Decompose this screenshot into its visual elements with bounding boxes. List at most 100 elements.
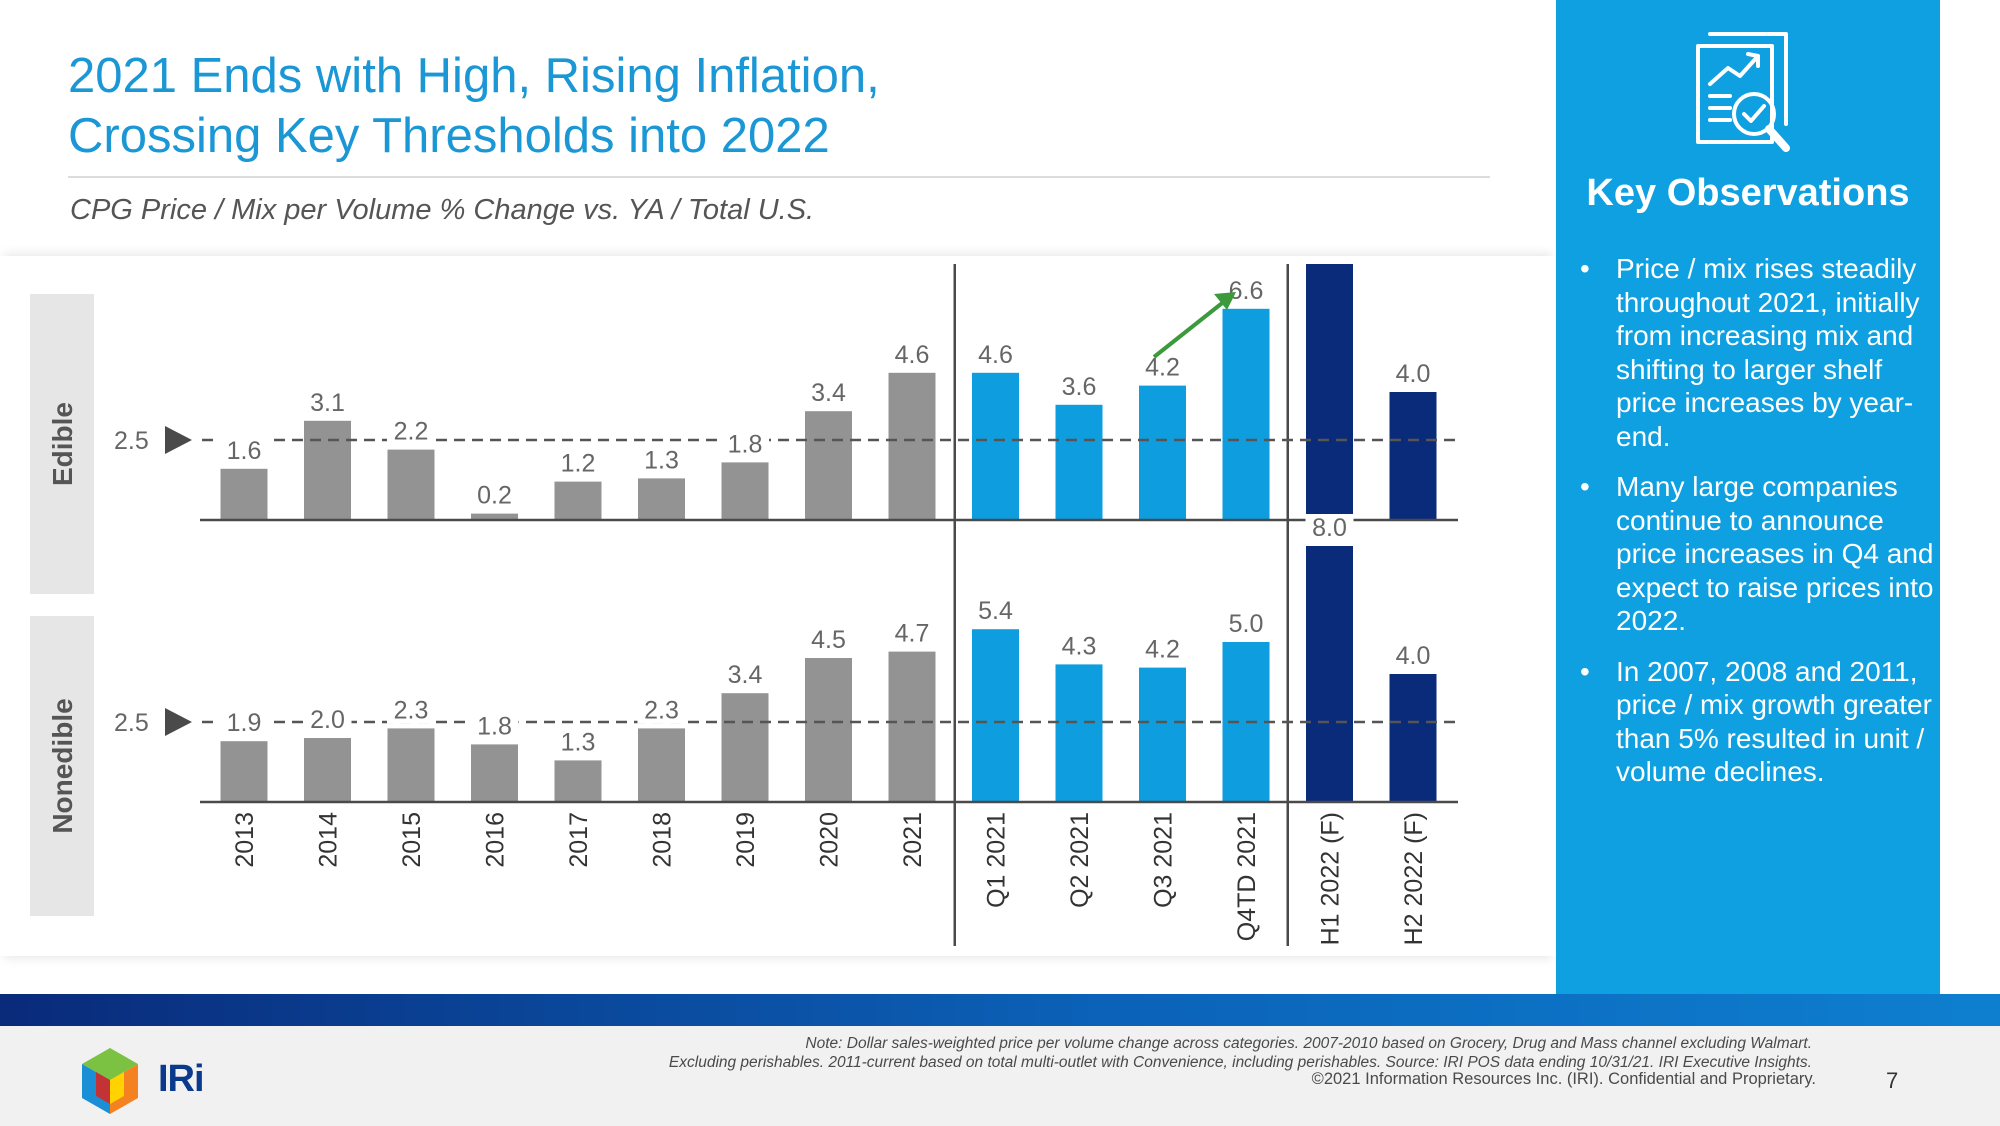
value-label: 4.2	[1145, 354, 1180, 382]
observation-item: • Many large companies continue to announ…	[1574, 470, 1934, 638]
value-label: 2.3	[394, 696, 429, 724]
bar-edible	[471, 513, 518, 520]
value-label: 2.0	[310, 706, 345, 734]
value-label: 3.4	[728, 661, 763, 689]
bar-edible	[554, 481, 602, 520]
value-label-knockout	[721, 661, 769, 689]
bar-nonedible	[638, 728, 685, 802]
value-label: 3.4	[811, 379, 846, 407]
bar-nonedible	[1139, 667, 1186, 802]
bullet: •	[1580, 253, 1590, 284]
value-label: 4.2	[1145, 636, 1180, 664]
value-label-knockout	[470, 712, 519, 740]
category-label: 2018	[649, 812, 677, 868]
footer	[0, 1026, 2000, 1126]
category-label: 2016	[482, 812, 510, 868]
category-label: H2 2022 (F)	[1400, 812, 1428, 945]
value-label: 4.0	[1396, 360, 1431, 388]
value-label-knockout	[1389, 360, 1437, 387]
bar-edible	[387, 449, 435, 520]
observation-item: • Price / mix rises steadily throughout 2…	[1574, 252, 1934, 453]
category-label: 2017	[565, 812, 593, 868]
category-label: Q1 2021	[983, 812, 1011, 908]
value-label-knockout	[554, 728, 602, 756]
value-label-knockout	[470, 481, 519, 509]
threshold-label: 2.5	[114, 709, 149, 737]
chart-subtitle: CPG Price / Mix per Volume % Change vs. …	[70, 194, 815, 226]
bar-edible	[888, 372, 936, 520]
value-label: 4.5	[811, 626, 846, 654]
value-label: 5.0	[1229, 610, 1264, 638]
panel-label-nonedible: Nonedible	[47, 698, 78, 833]
bar-edible	[1222, 308, 1270, 520]
title-line-2: Crossing Key Thresholds into 2022	[68, 109, 830, 163]
value-label-knockout	[1055, 632, 1103, 660]
category-label: 2020	[816, 812, 844, 868]
threshold-label: 2.5	[114, 427, 149, 455]
panel-title: Key Observations	[1586, 172, 1910, 214]
bar-edible	[304, 420, 351, 520]
title-line-1: 2021 Ends with High, Rising Inflation,	[68, 49, 880, 103]
value-label-knockout	[1222, 610, 1270, 637]
value-label: 5.4	[978, 597, 1013, 625]
footnote-line-1: Note: Dollar sales-weighted price per vo…	[805, 1035, 1812, 1052]
value-label-knockout	[387, 417, 435, 445]
title-divider	[68, 176, 1490, 178]
value-label-knockout	[554, 449, 602, 477]
threshold-arrow-icon	[165, 708, 192, 736]
value-label: 4.7	[895, 620, 930, 648]
value-label: 1.3	[561, 728, 596, 756]
value-label-knockout	[804, 379, 853, 407]
bar-edible	[1306, 264, 1353, 520]
bar-nonedible	[471, 744, 518, 802]
value-label-knockout	[637, 446, 686, 474]
value-label: 2.3	[644, 696, 679, 724]
copyright: ©2021 Information Resources Inc. (IRI). …	[1311, 1070, 1816, 1088]
bar-edible	[972, 372, 1019, 520]
bar-nonedible	[387, 728, 435, 802]
panel-label-edible: Edible	[47, 402, 78, 486]
bar-nonedible	[721, 693, 769, 802]
bar-edible	[1139, 385, 1186, 520]
observation-list: • Price / mix rises steadily throughout 2…	[1574, 252, 1934, 806]
category-label: Q2 2021	[1066, 812, 1094, 908]
panel-label-box	[30, 616, 94, 916]
footnote: Note: Dollar sales-weighted price per vo…	[400, 1034, 1812, 1072]
value-label: 4.0	[1396, 642, 1431, 670]
bar-edible	[805, 411, 852, 520]
slide-title: 2021 Ends with High, Rising Inflation, Cr…	[68, 46, 1488, 166]
bar-edible	[1389, 392, 1437, 520]
value-label-knockout	[971, 597, 1020, 625]
value-label: 1.2	[561, 450, 596, 478]
value-label-knockout	[1305, 514, 1354, 541]
threshold-arrow-icon	[165, 426, 192, 454]
value-label: 3.1	[310, 389, 345, 417]
bullet: •	[1580, 471, 1590, 502]
observation-item: • In 2007, 2008 and 2011, price / mix gro…	[1574, 655, 1934, 789]
footnote-line-2: Excluding perishables. 2011-current base…	[668, 1054, 1812, 1071]
iri-logo-icon	[82, 1048, 138, 1114]
key-observations-panel	[1556, 0, 1940, 994]
value-label: 6.6	[1229, 277, 1264, 305]
bar-nonedible	[554, 760, 602, 802]
value-label-knockout	[303, 706, 352, 733]
trend-arrow-icon	[1214, 292, 1236, 310]
bar-edible	[721, 462, 769, 520]
bar-nonedible	[1055, 664, 1103, 802]
category-label: Q3 2021	[1150, 812, 1178, 908]
value-label: 1.8	[728, 430, 763, 458]
value-label-knockout	[1138, 353, 1187, 381]
value-label-knockout	[220, 709, 268, 737]
value-label: 1.8	[477, 712, 512, 740]
value-label: 1.9	[227, 709, 262, 737]
observation-text: In 2007, 2008 and 2011, price / mix grow…	[1616, 655, 1932, 788]
report-magnifier-icon	[1696, 32, 1790, 152]
observation-text: Price / mix rises steadily throughout 20…	[1616, 253, 1920, 452]
trend-arrow-line	[1152, 298, 1228, 359]
panel-label-box	[30, 294, 94, 594]
value-label: 2.2	[394, 418, 429, 446]
value-label-knockout	[303, 388, 352, 416]
observation-text: Many large companies continue to announc…	[1616, 471, 1934, 636]
value-label: 8.0	[1312, 514, 1347, 542]
value-label-knockout	[888, 340, 936, 368]
